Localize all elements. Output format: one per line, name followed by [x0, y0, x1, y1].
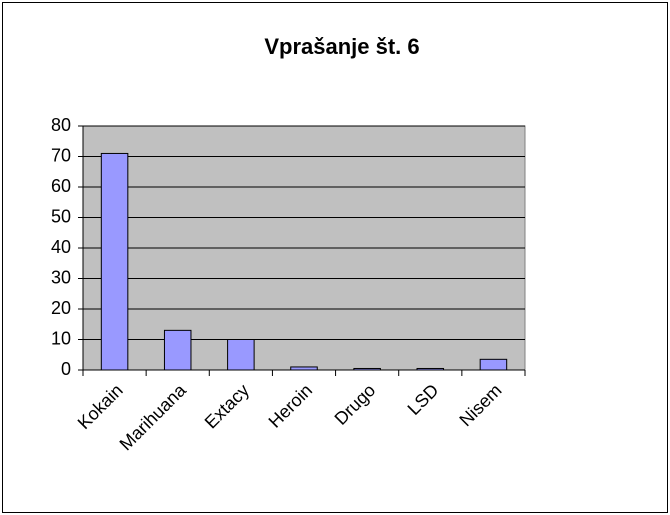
y-tick-label: 80 [51, 115, 71, 135]
y-tick-label: 60 [51, 176, 71, 196]
y-tick-label: 50 [51, 206, 71, 226]
y-tick-label: 70 [51, 145, 71, 165]
y-tick-label: 30 [51, 267, 71, 287]
bar [479, 358, 508, 371]
bar [416, 367, 445, 371]
y-tick-label: 0 [61, 359, 71, 379]
bar [353, 367, 381, 371]
bar [227, 339, 255, 371]
y-tick-label: 40 [51, 237, 71, 257]
y-tick-label: 10 [51, 328, 71, 348]
y-tick-label: 20 [51, 298, 71, 318]
bar [100, 152, 129, 371]
bar [163, 329, 192, 371]
bar [290, 366, 318, 371]
chart-title: Vprašanje št. 6 [264, 34, 419, 59]
